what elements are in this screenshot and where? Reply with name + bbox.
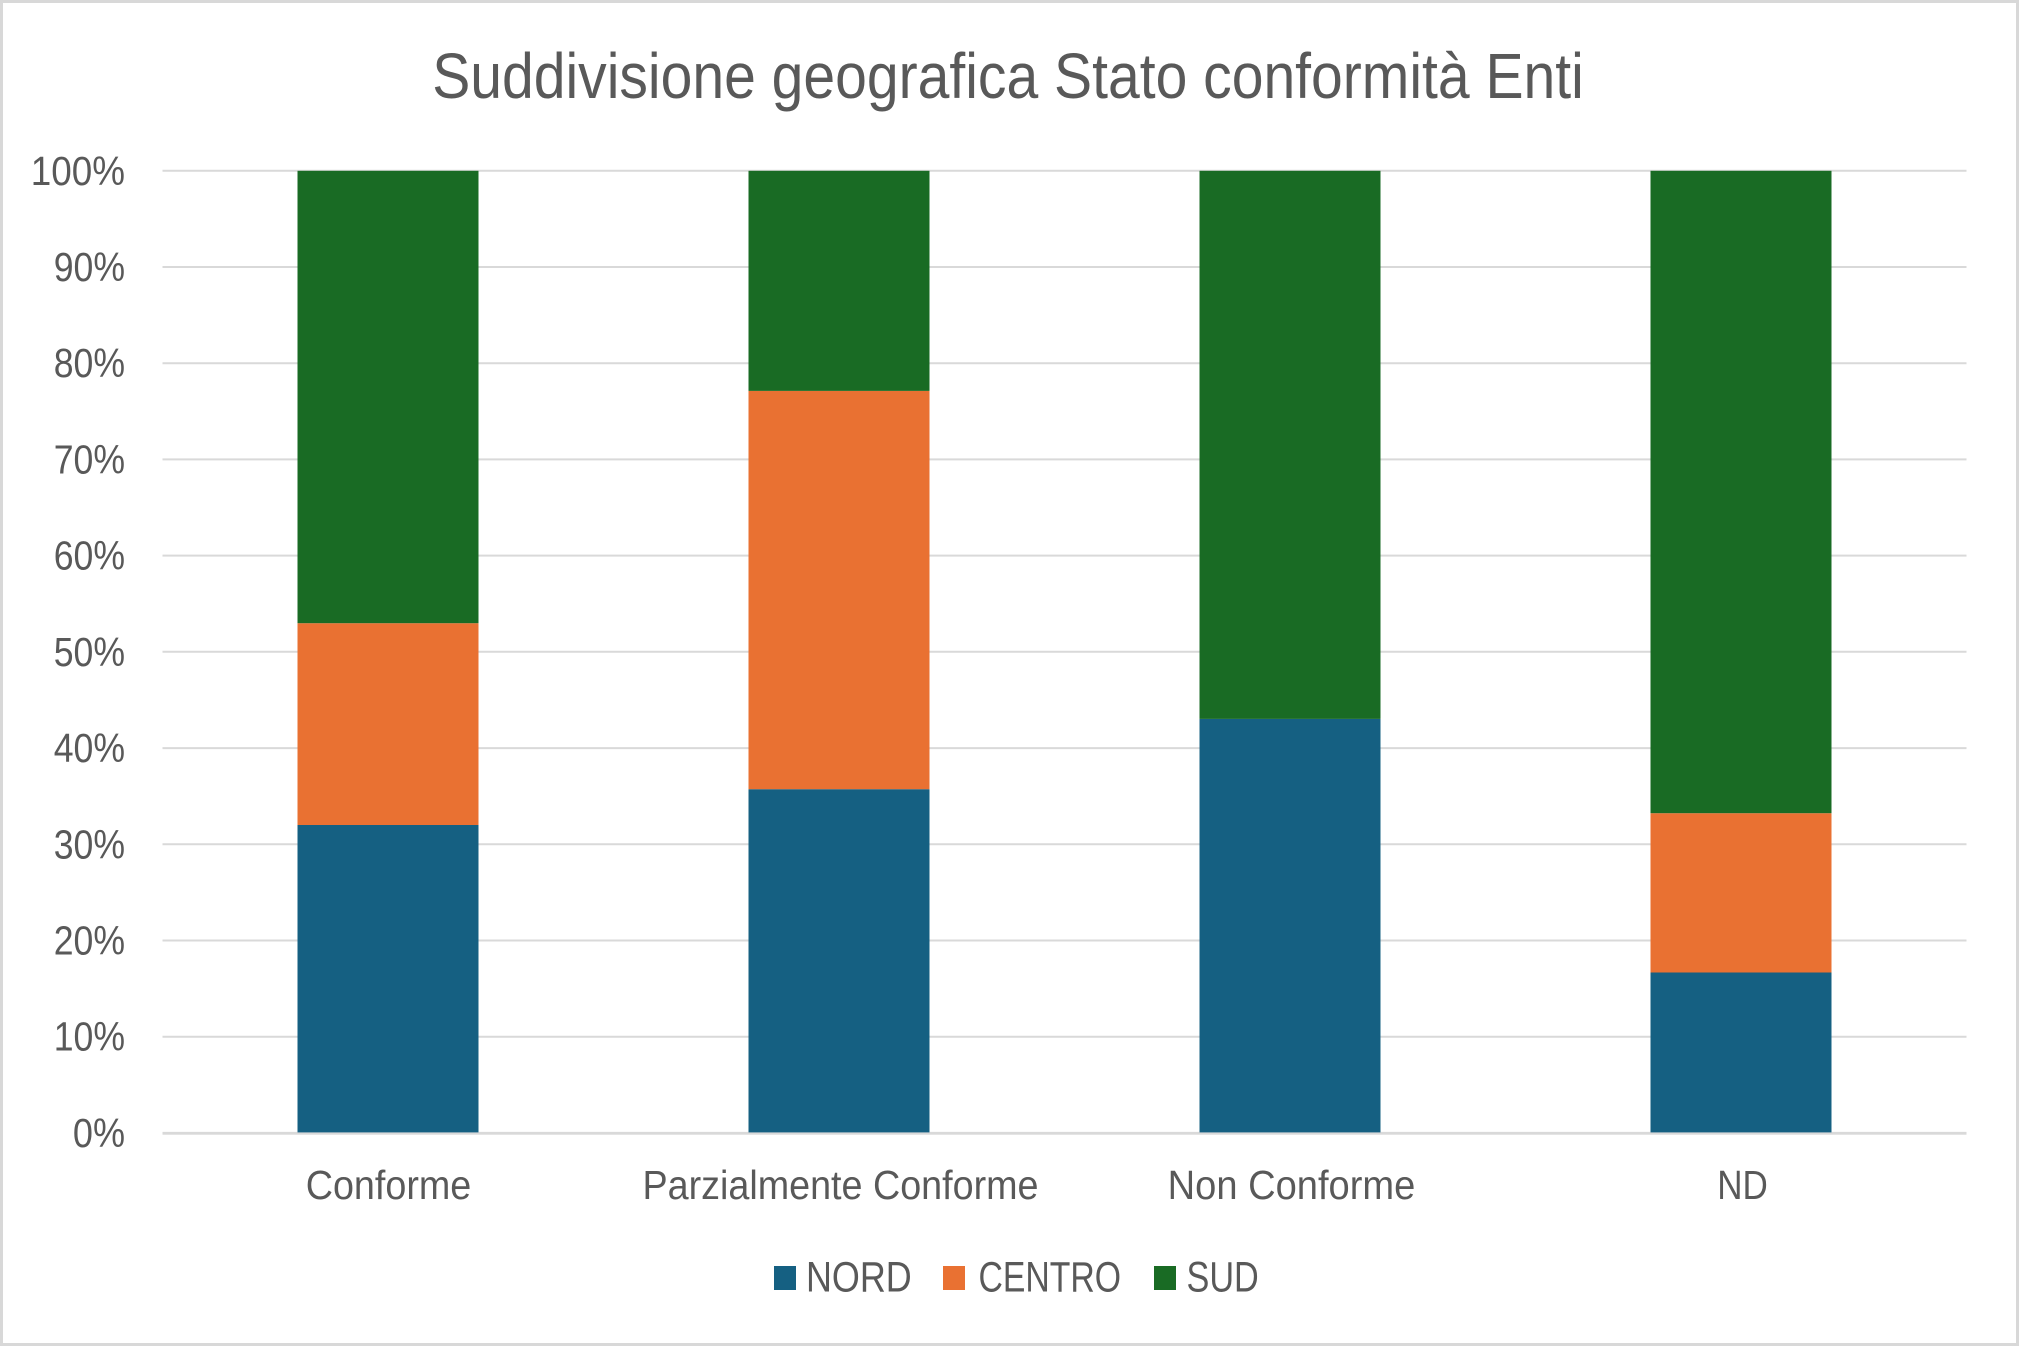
svg-text:ND: ND (1717, 1162, 1768, 1208)
svg-text:0%: 0% (73, 1111, 125, 1156)
svg-text:Parzialmente Conforme: Parzialmente Conforme (642, 1163, 1038, 1209)
svg-text:20%: 20% (54, 918, 125, 964)
svg-text:60%: 60% (54, 534, 125, 580)
svg-text:50%: 50% (54, 630, 125, 676)
svg-text:40%: 40% (54, 726, 125, 772)
svg-text:70%: 70% (54, 437, 125, 483)
svg-text:90%: 90% (54, 245, 125, 291)
svg-text:100%: 100% (31, 149, 125, 194)
svg-text:Suddivisione geografica Stato: Suddivisione geografica Stato conformità… (432, 40, 1584, 112)
svg-text:CENTRO: CENTRO (979, 1254, 1122, 1302)
svg-text:Non Conforme: Non Conforme (1168, 1163, 1416, 1209)
svg-text:Conforme: Conforme (306, 1163, 472, 1209)
svg-text:80%: 80% (54, 341, 125, 387)
svg-text:10%: 10% (54, 1015, 125, 1061)
svg-text:SUD: SUD (1187, 1254, 1259, 1301)
svg-text:NORD: NORD (806, 1254, 912, 1302)
svg-text:30%: 30% (54, 822, 125, 868)
